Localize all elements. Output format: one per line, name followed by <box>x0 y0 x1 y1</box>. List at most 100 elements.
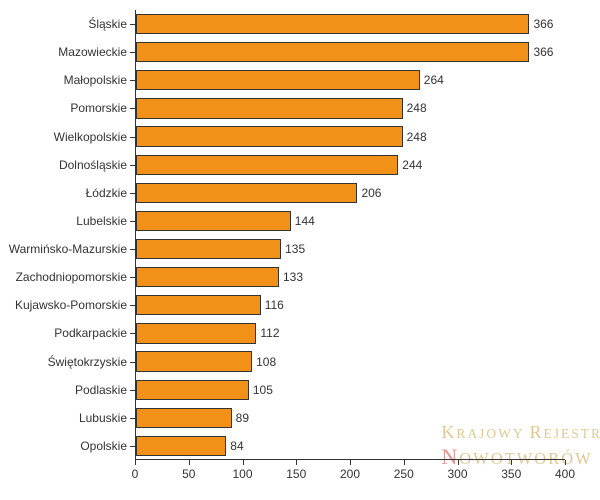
bar-row: 366 <box>136 14 565 34</box>
bar <box>136 70 420 90</box>
bar-row: 135 <box>136 239 565 259</box>
bar-value-label: 264 <box>424 73 444 87</box>
y-tick <box>130 418 135 419</box>
y-tick <box>130 193 135 194</box>
bar-value-label: 84 <box>230 439 243 453</box>
bar <box>136 42 529 62</box>
category-label: Świętokrzyskie <box>48 355 127 369</box>
bar <box>136 239 281 259</box>
category-label: Wielkopolskie <box>54 130 127 144</box>
bar <box>136 98 403 118</box>
bar <box>136 436 226 456</box>
x-tick <box>511 460 512 465</box>
bar-row: 116 <box>136 295 565 315</box>
bar-value-label: 144 <box>295 214 315 228</box>
bar-value-label: 133 <box>283 270 303 284</box>
bar-row: 248 <box>136 126 565 146</box>
bar-row: 133 <box>136 267 565 287</box>
category-label: Kujawsko-Pomorskie <box>15 298 127 312</box>
category-label: Podlaskie <box>75 383 127 397</box>
bar-value-label: 206 <box>361 186 381 200</box>
y-tick <box>130 52 135 53</box>
x-tick-label: 400 <box>555 467 575 481</box>
x-tick <box>404 460 405 465</box>
chart-container: KRAJOWY REJESTRNOWOTWORÓW 36636626424824… <box>0 0 600 500</box>
bar <box>136 183 357 203</box>
category-label: Lubuskie <box>79 411 127 425</box>
bar-row: 84 <box>136 436 565 456</box>
category-label: Pomorskie <box>70 101 127 115</box>
x-tick-label: 100 <box>232 467 252 481</box>
bar-value-label: 116 <box>265 298 284 312</box>
x-tick <box>135 460 136 465</box>
bar-value-label: 248 <box>407 130 427 144</box>
bar <box>136 295 261 315</box>
x-tick <box>243 460 244 465</box>
bar-row: 264 <box>136 70 565 90</box>
y-tick <box>130 390 135 391</box>
bar-row: 244 <box>136 155 565 175</box>
bar-value-label: 112 <box>260 326 279 340</box>
x-tick <box>189 460 190 465</box>
category-label: Małopolskie <box>64 73 127 87</box>
y-tick <box>130 333 135 334</box>
bar <box>136 155 398 175</box>
y-tick <box>130 108 135 109</box>
bar-value-label: 366 <box>533 17 553 31</box>
x-tick <box>296 460 297 465</box>
bar-row: 144 <box>136 211 565 231</box>
bar-value-label: 89 <box>236 411 249 425</box>
bar-row: 89 <box>136 408 565 428</box>
y-tick <box>130 137 135 138</box>
category-label: Podkarpackie <box>54 326 127 340</box>
x-tick-label: 150 <box>286 467 306 481</box>
bar <box>136 408 232 428</box>
bar-value-label: 248 <box>407 101 427 115</box>
x-tick-label: 250 <box>394 467 414 481</box>
y-tick <box>130 249 135 250</box>
y-tick <box>130 362 135 363</box>
bar-row: 206 <box>136 183 565 203</box>
category-label: Warmińsko-Mazurskie <box>9 242 127 256</box>
bar-row: 248 <box>136 98 565 118</box>
plot-area: 366 366 264 248 248 244 206 144 135 133 116 112 108 1… <box>135 10 565 460</box>
category-label: Mazowieckie <box>58 45 127 59</box>
bar <box>136 267 279 287</box>
category-label: Lubelskie <box>76 214 127 228</box>
bar <box>136 323 256 343</box>
y-tick <box>130 446 135 447</box>
bar <box>136 126 403 146</box>
bar-value-label: 366 <box>533 45 553 59</box>
y-tick <box>130 24 135 25</box>
y-tick <box>130 305 135 306</box>
category-label: Łódzkie <box>86 186 127 200</box>
y-tick <box>130 165 135 166</box>
bar-value-label: 105 <box>253 383 273 397</box>
bar-value-label: 135 <box>285 242 305 256</box>
category-label: Opolskie <box>80 439 127 453</box>
bar-value-label: 244 <box>402 158 422 172</box>
x-tick <box>458 460 459 465</box>
bar <box>136 351 252 371</box>
x-tick <box>350 460 351 465</box>
bar-row: 112 <box>136 323 565 343</box>
x-tick-label: 350 <box>501 467 521 481</box>
bar-row: 108 <box>136 351 565 371</box>
bar <box>136 380 249 400</box>
x-tick <box>565 460 566 465</box>
x-tick-label: 50 <box>182 467 195 481</box>
bar-row: 366 <box>136 42 565 62</box>
y-tick <box>130 277 135 278</box>
bar-value-label: 108 <box>256 355 276 369</box>
x-tick-label: 0 <box>132 467 139 481</box>
category-label: Dolnośląskie <box>59 158 127 172</box>
bar-row: 105 <box>136 380 565 400</box>
x-tick-label: 300 <box>447 467 467 481</box>
bar <box>136 14 529 34</box>
y-tick <box>130 221 135 222</box>
bar <box>136 211 291 231</box>
y-tick <box>130 80 135 81</box>
category-label: Zachodniopomorskie <box>16 270 127 284</box>
category-label: Śląskie <box>88 17 127 31</box>
x-tick-label: 200 <box>340 467 360 481</box>
